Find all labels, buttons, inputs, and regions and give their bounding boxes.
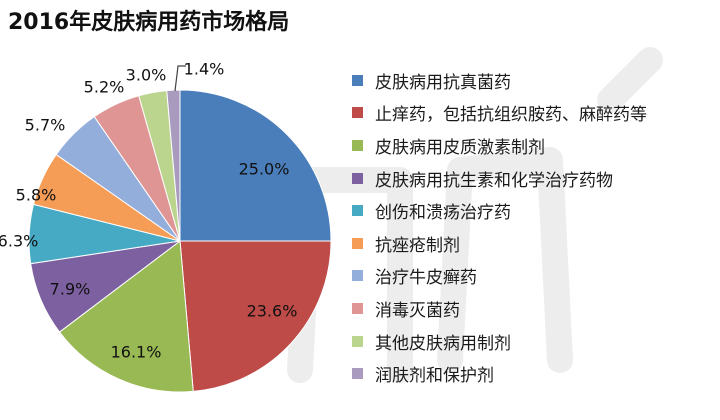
legend-label: 皮肤病用抗生素和化学治疗药物 bbox=[375, 170, 613, 191]
legend-item-4: 皮肤病用抗生素和化学治疗药物 bbox=[352, 162, 647, 195]
legend-swatch bbox=[352, 74, 363, 86]
legend-label: 消毒灭菌药 bbox=[375, 300, 460, 321]
legend-item-9: 其他皮肤病用制剂 bbox=[352, 325, 647, 358]
data-label-10: 1.4% bbox=[184, 60, 225, 79]
data-label-1: 25.0% bbox=[239, 160, 290, 179]
legend-label: 润肤剂和保护剂 bbox=[375, 366, 494, 387]
legend-item-1: 皮肤病用抗真菌药 bbox=[352, 64, 647, 97]
pie-slice-10 bbox=[166, 89, 181, 242]
data-label-3: 16.1% bbox=[111, 343, 162, 362]
legend-label: 抗痤疮制剂 bbox=[375, 235, 460, 256]
legend-label: 皮肤病用抗真菌药 bbox=[375, 72, 511, 93]
chart-title: 2016年皮肤病用药市场格局 bbox=[8, 10, 290, 35]
legend-swatch bbox=[352, 270, 363, 282]
legend-swatch bbox=[352, 237, 363, 249]
legend-item-10: 润肤剂和保护剂 bbox=[352, 357, 647, 390]
data-label-2: 23.6% bbox=[247, 302, 298, 321]
legend-label: 其他皮肤病用制剂 bbox=[375, 333, 511, 354]
legend-item-7: 治疗牛皮癣药 bbox=[352, 260, 647, 293]
legend-item-3: 皮肤病用皮质激素制剂 bbox=[352, 129, 647, 162]
legend-label: 治疗牛皮癣药 bbox=[375, 268, 477, 289]
data-label-7: 5.7% bbox=[25, 116, 66, 135]
pie-slice-3 bbox=[58, 240, 194, 393]
legend-swatch bbox=[352, 368, 363, 380]
legend-item-6: 抗痤疮制剂 bbox=[352, 227, 647, 260]
legend-swatch bbox=[352, 335, 363, 347]
legend-swatch bbox=[352, 107, 363, 119]
pie-slice-1 bbox=[179, 89, 332, 242]
data-label-5: 6.3% bbox=[0, 232, 38, 251]
legend-swatch bbox=[352, 139, 363, 151]
data-label-4: 7.9% bbox=[50, 280, 91, 299]
data-label-6: 5.8% bbox=[16, 186, 57, 205]
legend-swatch bbox=[352, 302, 363, 314]
legend-label: 皮肤病用皮质激素制剂 bbox=[375, 137, 545, 158]
leader-line bbox=[174, 65, 186, 92]
legend-swatch bbox=[352, 205, 363, 217]
pie-slice-2 bbox=[179, 240, 332, 392]
legend-item-2: 止痒药，包括抗组织胺药、麻醉药等 bbox=[352, 97, 647, 130]
legend-swatch bbox=[352, 172, 363, 184]
data-label-9: 3.0% bbox=[126, 66, 167, 85]
legend-item-5: 创伤和溃疡治疗药 bbox=[352, 194, 647, 227]
legend-label: 止痒药，包括抗组织胺药、麻醉药等 bbox=[375, 105, 647, 126]
chart-legend: 皮肤病用抗真菌药止痒药，包括抗组织胺药、麻醉药等 皮肤病用皮质激素制剂皮肤病用抗生… bbox=[352, 64, 647, 390]
legend-label: 创伤和溃疡治疗药 bbox=[375, 203, 511, 224]
legend-item-8: 消毒灭菌药 bbox=[352, 292, 647, 325]
data-label-8: 5.2% bbox=[84, 78, 125, 97]
